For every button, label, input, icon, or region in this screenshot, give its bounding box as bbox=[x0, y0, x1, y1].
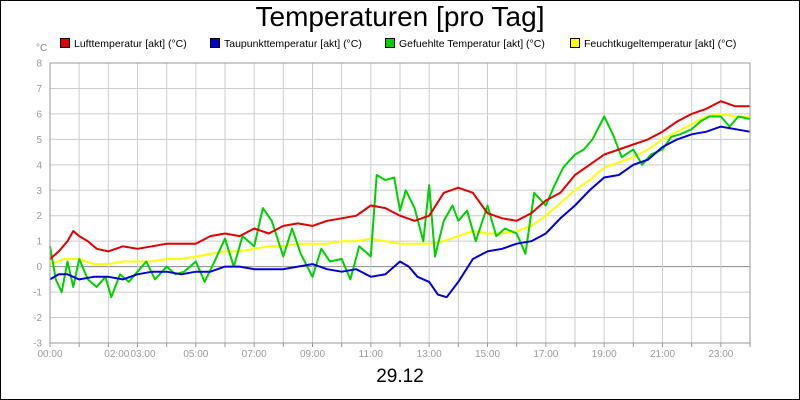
legend-item-gefuehlte-temperatur: Gefuehlte Temperatur [akt] (°C) bbox=[385, 38, 545, 50]
date-label: 29.12 bbox=[376, 366, 424, 387]
y-tick-label: 2 bbox=[36, 211, 42, 222]
series-line-3 bbox=[49, 112, 750, 266]
legend-item-lufttemperatur: Lufttemperatur [akt] (°C) bbox=[60, 38, 187, 50]
legend-swatch-green bbox=[385, 38, 395, 48]
legend-label: Lufttemperatur [akt] (°C) bbox=[74, 38, 187, 50]
x-tick-label: 00:00 bbox=[37, 349, 62, 360]
y-tick-label: 3 bbox=[36, 186, 42, 197]
x-tick-label: 02:00 bbox=[104, 349, 129, 360]
legend-swatch-red bbox=[60, 38, 70, 48]
plot-border bbox=[49, 62, 751, 344]
y-tick-label: 0 bbox=[36, 262, 42, 273]
x-tick-label: 05:00 bbox=[183, 349, 208, 360]
y-tick-label: 8 bbox=[36, 59, 42, 70]
x-tick-label: 09:00 bbox=[300, 349, 325, 360]
legend-label: Taupunkttemperatur [akt] (°C) bbox=[224, 38, 362, 50]
x-tick-label: 21:00 bbox=[650, 349, 675, 360]
y-tick-label: -3 bbox=[33, 339, 42, 350]
x-tick-label: 23:00 bbox=[708, 349, 733, 360]
y-tick-label: 5 bbox=[36, 135, 42, 146]
y-tick-label: -1 bbox=[33, 288, 42, 299]
x-tick-label: 11:00 bbox=[359, 349, 384, 360]
legend-label: Feuchtkugeltemperatur [akt] (°C) bbox=[584, 38, 737, 50]
y-unit-label: °C bbox=[36, 43, 48, 54]
series-line-1 bbox=[49, 125, 751, 299]
x-tick-label: 13:00 bbox=[417, 349, 442, 360]
y-tick-label: 1 bbox=[36, 237, 42, 248]
chart-title: Temperaturen [pro Tag] bbox=[255, 1, 545, 32]
y-tick-label: -2 bbox=[33, 313, 42, 324]
legend-swatch-blue bbox=[210, 38, 220, 48]
y-tick-label: 7 bbox=[36, 84, 42, 95]
legend-item-feuchtkugeltemperatur: Feuchtkugeltemperatur [akt] (°C) bbox=[570, 38, 736, 50]
legend-item-taupunkttemperatur: Taupunkttemperatur [akt] (°C) bbox=[210, 38, 362, 50]
x-tick-label: 07:00 bbox=[242, 349, 267, 360]
y-tick-label: 4 bbox=[36, 160, 42, 171]
series-line-0 bbox=[49, 100, 750, 260]
y-tick-label: 6 bbox=[36, 109, 42, 120]
x-tick-label: 15:00 bbox=[475, 349, 500, 360]
x-tick-label: 17:00 bbox=[533, 349, 558, 360]
legend-label: Gefuehlte Temperatur [akt] (°C) bbox=[399, 38, 545, 50]
legend-swatch-yellow bbox=[570, 38, 580, 48]
series-line-2 bbox=[49, 115, 751, 299]
x-tick-label: 19:00 bbox=[592, 349, 617, 360]
x-tick-label: 03:00 bbox=[131, 349, 156, 360]
